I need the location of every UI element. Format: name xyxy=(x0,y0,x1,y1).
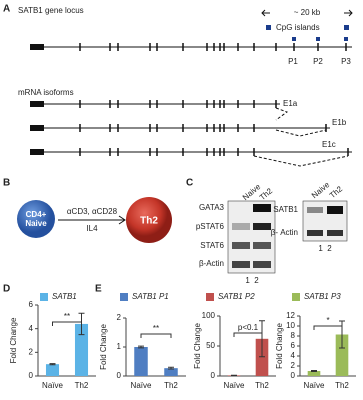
lane-numbers: 1 2 xyxy=(318,244,332,253)
y-tick-label: 0 xyxy=(117,371,122,380)
y-axis-label: Fold Change xyxy=(193,323,202,369)
cell-label: CD4+ xyxy=(26,210,47,219)
cell-label: Naive xyxy=(25,219,47,228)
y-tick-label: 100 xyxy=(202,311,216,320)
y-tick-label: 2 xyxy=(29,347,34,356)
y-tick-label: 50 xyxy=(206,341,215,350)
promoter-label: P3 xyxy=(341,57,351,66)
x-tick-label: Naïve xyxy=(304,381,325,390)
scale-label: ~ 20 kb xyxy=(294,8,321,17)
x-tick-label: Th2 xyxy=(255,381,269,390)
bar xyxy=(335,334,349,376)
y-tick-label: 8 xyxy=(291,331,296,340)
y-tick-label: 12 xyxy=(286,311,295,320)
promoter-label: P1 xyxy=(288,57,298,66)
legend-label: SATB1 P2 xyxy=(218,292,255,301)
legend-swatch xyxy=(206,293,214,301)
isoforms xyxy=(30,100,352,167)
bar xyxy=(134,347,148,376)
bar xyxy=(74,323,89,376)
bar xyxy=(45,364,60,376)
y-tick-label: 0 xyxy=(291,371,296,380)
th2-cell xyxy=(126,197,172,243)
legend-swatch xyxy=(120,293,128,301)
cell-label: Th2 xyxy=(140,216,158,227)
blot-row: pSTAT6 xyxy=(196,222,225,231)
legend-swatch xyxy=(40,293,48,301)
y-axis-label: Fold Change xyxy=(99,324,108,370)
blot-right xyxy=(302,200,348,242)
error-bar xyxy=(49,363,56,366)
gene-locus xyxy=(30,37,352,51)
error-bar xyxy=(138,345,144,349)
panel-letter: B xyxy=(3,178,10,189)
cpg-label: CpG islands xyxy=(276,23,320,32)
x-tick-label: Naïve xyxy=(224,381,245,390)
isoforms-title: mRNA isoforms xyxy=(18,88,74,97)
y-axis-label: Fold Change xyxy=(275,323,284,369)
y-tick-label: 10 xyxy=(286,321,295,330)
cpg-legend xyxy=(266,25,271,30)
error-bar xyxy=(259,320,265,358)
significance-bracket xyxy=(313,325,343,330)
panel-letter: A xyxy=(3,4,10,15)
y-tick-label: 6 xyxy=(291,341,296,350)
scale-bar xyxy=(261,9,353,17)
significance-bracket xyxy=(52,321,82,326)
blot-row: SATB1 xyxy=(273,205,298,214)
significance-label: ** xyxy=(64,312,70,321)
significance-label: * xyxy=(326,316,329,325)
panel-letter: D xyxy=(3,284,10,295)
bar xyxy=(307,371,321,376)
lane-numbers: 1 2 xyxy=(245,276,259,285)
blot-row: STAT6 xyxy=(200,241,224,250)
y-tick-label: 0 xyxy=(211,371,216,380)
y-tick-label: 1 xyxy=(117,342,122,351)
significance-label: ** xyxy=(153,324,159,333)
cpg-legend xyxy=(344,25,349,30)
y-tick-label: 2 xyxy=(117,313,122,322)
naive-cell xyxy=(17,200,55,238)
error-bar xyxy=(168,366,174,370)
panel-letter: C xyxy=(186,178,193,189)
lane-label: Naive xyxy=(310,180,332,200)
legend-label: SATB1 P3 xyxy=(304,292,341,301)
x-tick-label: Th2 xyxy=(335,381,349,390)
blot-row: β-Actin xyxy=(199,259,224,268)
error-bar xyxy=(311,370,317,372)
y-tick-label: 2 xyxy=(291,361,296,370)
blot-left xyxy=(227,200,276,274)
promoter-label: P2 xyxy=(313,57,323,66)
y-tick-label: 4 xyxy=(29,324,34,333)
x-tick-label: Th2 xyxy=(75,381,89,390)
significance-bracket xyxy=(233,332,263,337)
lane-label: Naive xyxy=(241,182,263,202)
isoform-label: E1c xyxy=(322,140,336,149)
blot-row: GATA3 xyxy=(199,203,225,212)
y-tick-label: 4 xyxy=(291,351,296,360)
x-tick-label: Naïve xyxy=(42,381,63,390)
blot-row: β- Actin xyxy=(271,228,298,237)
gene-title: SATB1 gene locus xyxy=(18,6,84,15)
stimulus: IL4 xyxy=(86,224,98,233)
y-axis-label: Fold Change xyxy=(9,317,18,363)
panel-letter: E xyxy=(95,284,102,295)
x-tick-label: Th2 xyxy=(164,381,178,390)
arrow xyxy=(58,215,126,225)
x-tick-label: Naïve xyxy=(131,381,152,390)
significance-label: p<0.1 xyxy=(238,323,259,332)
bar xyxy=(255,338,269,376)
isoform-label: E1a xyxy=(283,99,298,108)
legend-label: SATB1 xyxy=(52,292,77,301)
isoform-label: E1b xyxy=(332,118,347,127)
legend-label: SATB1 P1 xyxy=(132,292,169,301)
bar xyxy=(164,368,178,376)
stimulus: αCD3, αCD28 xyxy=(67,207,118,216)
legend-swatch xyxy=(292,293,300,301)
significance-bracket xyxy=(140,333,172,338)
y-tick-label: 0 xyxy=(29,371,34,380)
y-tick-label: 6 xyxy=(29,300,34,309)
